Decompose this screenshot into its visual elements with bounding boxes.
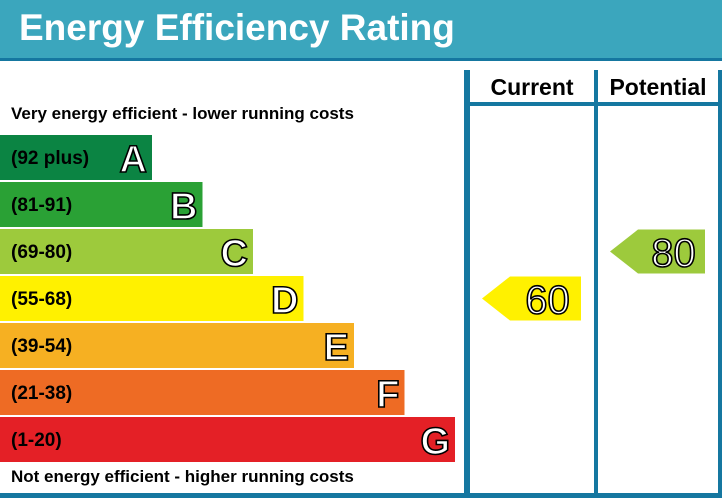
potential-rating-arrow — [610, 229, 705, 274]
band-bar-d — [0, 276, 304, 321]
band-group: (92 plus) A (81-91) B (69-80) C (55-68) D (39-54… — [0, 135, 455, 464]
frame-bottom-line — [0, 493, 722, 498]
band-range-f: (21-38) — [11, 383, 72, 404]
band-letter-a: A — [120, 139, 147, 181]
band-range-b: (81-91) — [11, 195, 72, 216]
frame-top-line — [0, 58, 722, 61]
band-bar-c — [0, 229, 253, 274]
band-bar-b — [0, 182, 203, 227]
potential-column-header: Potential — [609, 74, 707, 100]
band-bar-e — [0, 323, 354, 368]
band-range-c: (69-80) — [11, 242, 72, 263]
rating-group: 60 80 — [482, 229, 705, 323]
frame-left-divider — [464, 70, 470, 495]
current-rating-value: 60 — [525, 279, 570, 323]
band-range-a: (92 plus) — [11, 148, 89, 169]
band-range-e: (39-54) — [11, 336, 72, 357]
current-column-header: Current — [490, 74, 574, 100]
band-letter-e: E — [324, 327, 349, 369]
band-letter-b: B — [170, 186, 197, 228]
band-letter-c: C — [221, 233, 248, 275]
frame-right-edge — [718, 70, 722, 495]
frame-middle-divider — [594, 70, 598, 495]
potential-rating-value: 80 — [651, 232, 696, 276]
current-rating-arrow — [482, 276, 581, 321]
band-bar-g — [0, 417, 455, 462]
band-letter-g: G — [420, 421, 450, 463]
chart-title: Energy Efficiency Rating — [19, 7, 455, 48]
band-range-g: (1-20) — [11, 430, 62, 451]
top-efficiency-label: Very energy efficient - lower running co… — [11, 104, 354, 123]
bottom-efficiency-label: Not energy efficient - higher running co… — [11, 467, 354, 486]
band-bar-f — [0, 370, 405, 415]
band-range-d: (55-68) — [11, 289, 72, 310]
header-bar: Energy Efficiency Rating — [0, 0, 722, 58]
band-letter-f: F — [376, 374, 399, 416]
column-header-divider — [464, 102, 722, 106]
band-letter-d: D — [271, 280, 298, 322]
band-bar-a — [0, 135, 152, 180]
